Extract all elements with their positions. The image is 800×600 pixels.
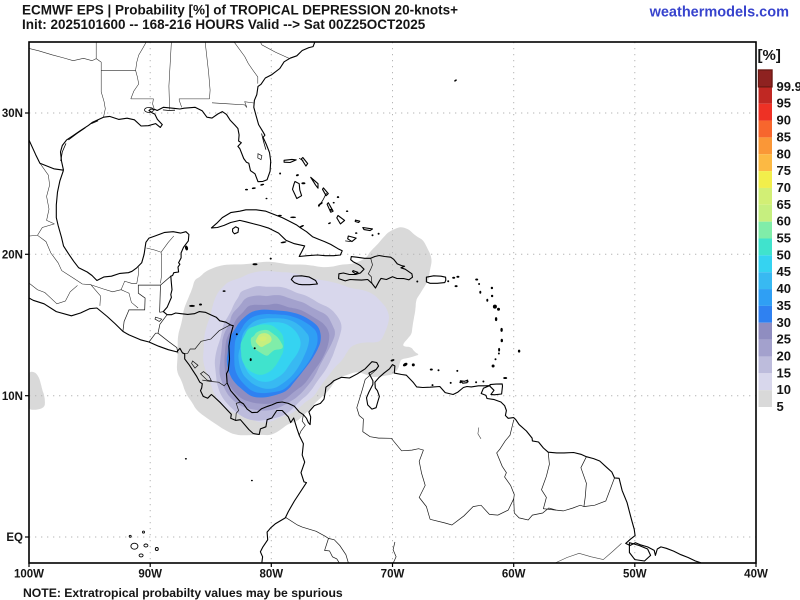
svg-text:90W: 90W	[138, 569, 162, 581]
svg-text:30: 30	[777, 315, 791, 330]
svg-text:75: 75	[777, 163, 791, 178]
svg-text:EQ: EQ	[6, 532, 23, 544]
svg-text:65: 65	[777, 197, 791, 212]
svg-text:5: 5	[777, 399, 784, 414]
svg-text:25: 25	[777, 332, 791, 347]
svg-text:50: 50	[777, 247, 791, 262]
svg-text:100W: 100W	[14, 569, 44, 581]
svg-text:40W: 40W	[744, 569, 768, 581]
svg-text:[%]: [%]	[758, 47, 781, 64]
svg-text:NOTE: Extratropical probabilty: NOTE: Extratropical probabilty values ma…	[23, 586, 343, 600]
svg-text:45: 45	[777, 264, 791, 279]
svg-text:weathermodels.com: weathermodels.com	[649, 5, 789, 21]
svg-text:70W: 70W	[381, 569, 405, 581]
svg-text:10: 10	[777, 382, 791, 397]
svg-text:40: 40	[777, 281, 791, 296]
svg-text:60: 60	[777, 214, 791, 229]
svg-text:70: 70	[777, 180, 791, 195]
svg-text:20N: 20N	[2, 250, 23, 262]
svg-text:ECMWF EPS | Probability [%] of: ECMWF EPS | Probability [%] of TROPICAL …	[22, 3, 458, 18]
svg-text:15: 15	[777, 365, 791, 380]
svg-text:20: 20	[777, 348, 791, 363]
svg-text:50W: 50W	[623, 569, 647, 581]
svg-text:55: 55	[777, 231, 791, 246]
svg-text:80W: 80W	[259, 569, 283, 581]
svg-text:80: 80	[777, 146, 791, 161]
svg-text:60W: 60W	[502, 569, 526, 581]
svg-text:85: 85	[777, 129, 791, 144]
svg-text:10N: 10N	[2, 391, 23, 403]
svg-text:35: 35	[777, 298, 791, 313]
svg-text:90: 90	[777, 113, 791, 128]
svg-text:99.9: 99.9	[777, 79, 800, 94]
svg-text:Init: 2025101600 -- 168-216 HO: Init: 2025101600 -- 168-216 HOURS Valid …	[22, 17, 426, 32]
svg-text:95: 95	[777, 96, 791, 111]
svg-text:30N: 30N	[2, 108, 23, 120]
